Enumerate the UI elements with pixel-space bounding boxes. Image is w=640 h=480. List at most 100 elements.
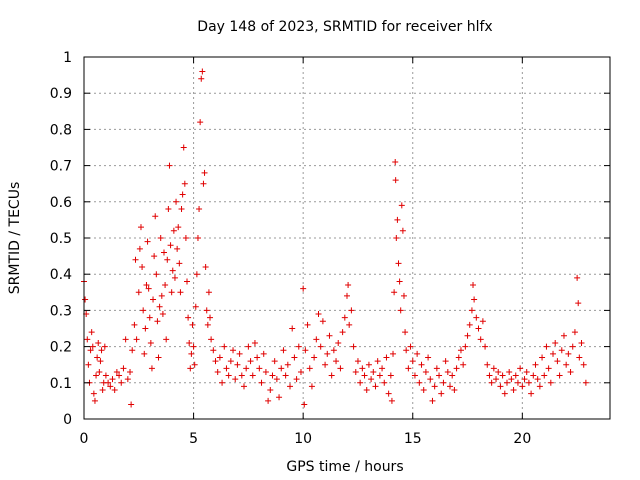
data-point xyxy=(186,339,193,346)
data-point xyxy=(554,358,561,365)
data-point xyxy=(196,206,203,213)
data-point xyxy=(464,332,471,339)
data-point xyxy=(87,347,94,354)
data-point xyxy=(422,368,429,375)
data-point xyxy=(499,372,506,379)
data-point xyxy=(200,180,207,187)
data-point xyxy=(238,372,245,379)
data-point xyxy=(297,368,304,375)
data-point xyxy=(276,394,283,401)
data-point xyxy=(393,235,400,241)
data-point xyxy=(409,358,416,365)
data-point xyxy=(372,383,379,390)
data-point xyxy=(345,282,352,289)
data-point xyxy=(457,347,464,354)
data-point xyxy=(175,224,182,231)
data-point xyxy=(188,350,195,357)
data-point xyxy=(185,314,192,321)
data-point xyxy=(82,296,89,303)
data-point xyxy=(398,202,405,209)
data-point xyxy=(101,343,108,350)
data-point xyxy=(273,376,280,383)
y-tick-label: 0.7 xyxy=(50,159,72,175)
data-point xyxy=(523,368,530,375)
data-point xyxy=(302,347,309,354)
data-point xyxy=(154,318,161,325)
data-point xyxy=(482,343,489,350)
data-point xyxy=(420,387,427,394)
data-point xyxy=(174,245,181,252)
data-point xyxy=(501,390,508,397)
data-point xyxy=(396,278,403,285)
data-point xyxy=(146,314,153,321)
data-point xyxy=(295,343,302,350)
data-point xyxy=(486,372,493,379)
data-point xyxy=(313,336,320,343)
data-point xyxy=(468,307,475,314)
data-point xyxy=(335,339,342,346)
y-axis-label: SRMTID / TECUs xyxy=(7,182,23,295)
data-point xyxy=(466,321,473,328)
data-point xyxy=(525,379,532,386)
data-point xyxy=(216,354,223,361)
data-point xyxy=(514,379,521,386)
data-point xyxy=(411,372,418,379)
data-point xyxy=(177,289,184,296)
data-point xyxy=(170,227,177,234)
data-point xyxy=(102,372,109,379)
data-point xyxy=(383,354,390,361)
data-point xyxy=(118,379,125,386)
data-point xyxy=(113,368,120,375)
data-point xyxy=(429,397,436,404)
data-point xyxy=(158,292,165,299)
data-point xyxy=(532,361,539,368)
data-point xyxy=(333,358,340,365)
data-point xyxy=(322,361,329,368)
data-point xyxy=(517,365,524,372)
data-point xyxy=(484,361,491,368)
data-point xyxy=(116,372,123,379)
data-point xyxy=(405,365,412,372)
data-point xyxy=(254,354,261,361)
data-point xyxy=(148,365,155,372)
data-point xyxy=(519,383,526,390)
data-point xyxy=(433,365,440,372)
data-point xyxy=(574,274,581,281)
data-point xyxy=(407,343,414,350)
data-point xyxy=(137,224,144,231)
data-point xyxy=(219,379,226,386)
data-point xyxy=(91,397,98,404)
data-point xyxy=(265,397,272,404)
data-point xyxy=(105,379,112,386)
data-point xyxy=(189,321,196,328)
data-point xyxy=(269,372,276,379)
data-point xyxy=(550,350,557,357)
data-point xyxy=(337,365,344,372)
data-point xyxy=(543,343,550,350)
y-tick-label: 0.2 xyxy=(50,340,72,356)
data-point xyxy=(147,339,154,346)
data-point xyxy=(317,343,324,350)
data-point xyxy=(159,311,166,318)
data-point xyxy=(109,376,116,383)
data-point xyxy=(171,274,178,281)
data-point xyxy=(173,198,180,205)
data-point xyxy=(133,336,140,343)
data-point xyxy=(212,358,219,365)
data-point xyxy=(157,235,164,241)
data-point xyxy=(575,300,582,307)
x-tick-label: 15 xyxy=(404,431,422,447)
data-point xyxy=(280,347,287,354)
data-point xyxy=(436,372,443,379)
data-point xyxy=(278,365,285,372)
data-point xyxy=(210,347,217,354)
data-point xyxy=(547,379,554,386)
data-point xyxy=(225,372,232,379)
data-point xyxy=(370,368,377,375)
data-point xyxy=(192,303,199,310)
data-point xyxy=(160,249,167,256)
data-point xyxy=(414,350,421,357)
data-point xyxy=(374,358,381,365)
data-point xyxy=(462,343,469,350)
data-point xyxy=(89,343,96,350)
